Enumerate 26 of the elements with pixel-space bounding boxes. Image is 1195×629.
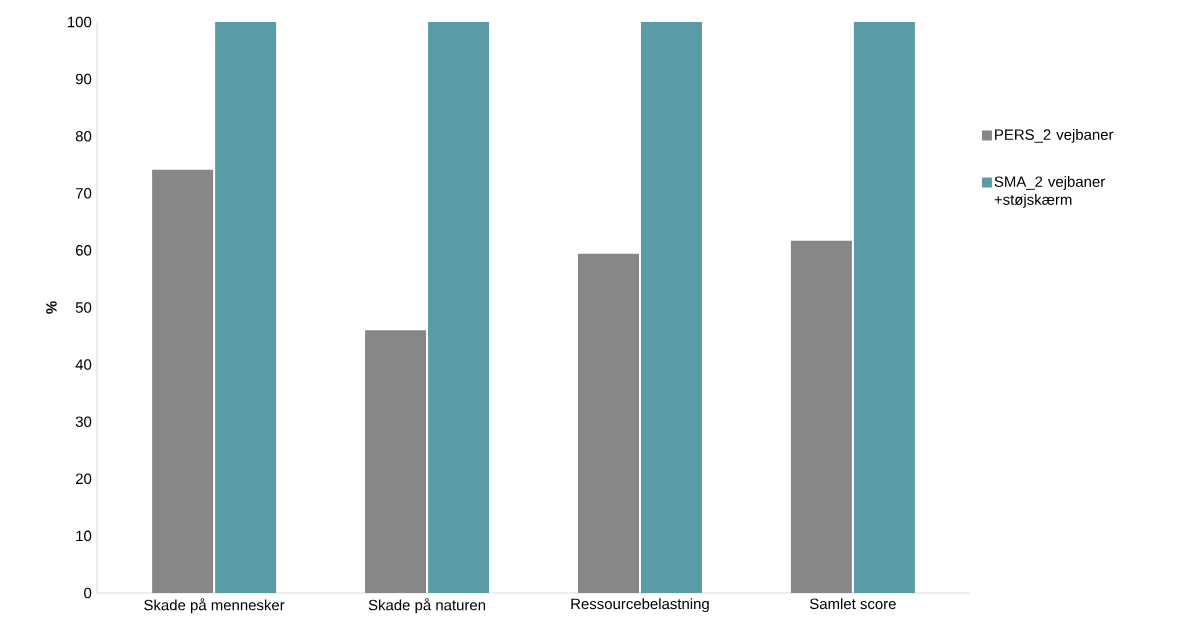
legend-label: PERS_2 vejbaner — [995, 128, 1114, 143]
y-tick-label: 50 — [75, 302, 92, 313]
bar — [853, 21, 915, 593]
bar — [577, 253, 639, 593]
bar — [215, 21, 277, 593]
legend-label: SMA_2 vejbaner +støjskærm — [994, 176, 1105, 208]
y-tick-label: 100 — [68, 16, 92, 28]
bar — [152, 169, 214, 593]
y-tick-label: 20 — [75, 473, 92, 485]
x-tick-label: Samlet score — [809, 598, 896, 610]
x-tick-label: Skade på mennesker — [144, 598, 285, 614]
bar — [365, 330, 427, 593]
bar — [640, 21, 702, 593]
y-tick-label: 40 — [75, 359, 92, 370]
y-tick-label: 80 — [75, 130, 92, 142]
bar — [428, 21, 490, 593]
x-tick-label: Ressourcebelastning — [571, 598, 709, 613]
y-tick-label: 70 — [75, 187, 92, 199]
y-tick-label: 10 — [76, 530, 92, 542]
x-tick-label: Skade på naturen — [368, 598, 486, 614]
y-tick-label: 90 — [75, 73, 92, 85]
y-axis-title: % — [46, 301, 57, 314]
y-tick-label: 30 — [75, 416, 92, 427]
bar — [790, 240, 852, 593]
y-tick-label: 60 — [75, 245, 92, 256]
y-tick-label: 0 — [84, 587, 92, 599]
